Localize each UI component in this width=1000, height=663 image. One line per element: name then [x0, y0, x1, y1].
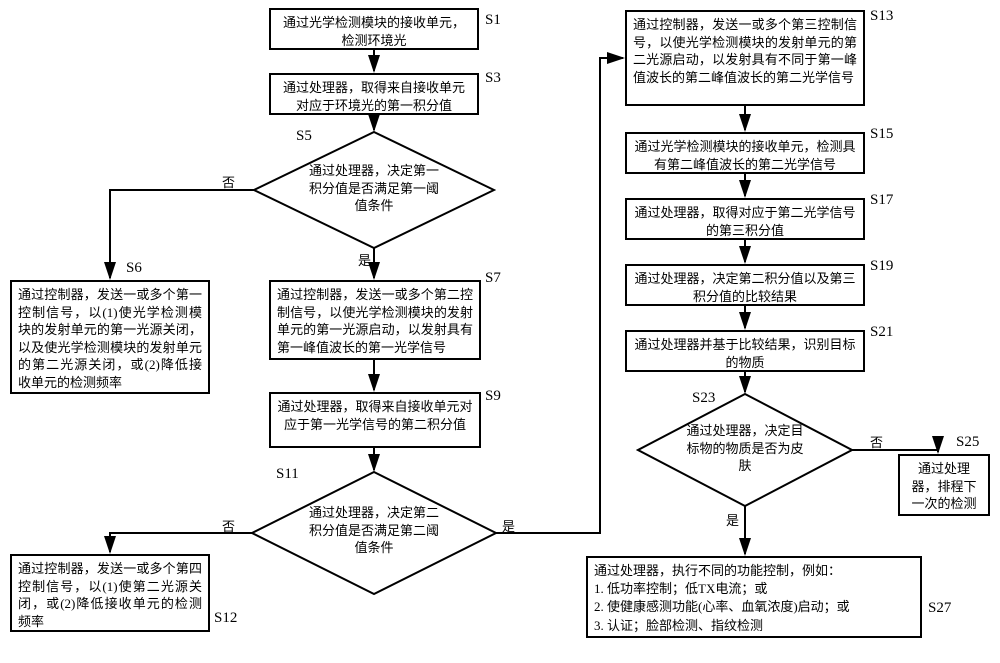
step-label-s27: S27	[928, 600, 951, 617]
decision-box-s23: 通过处理器，决定目标物的物质是否为皮肤	[636, 392, 854, 508]
decision-box-s11: 通过处理器，决定第二积分值是否满足第二阈值条件	[250, 470, 498, 596]
s17-text: 通过处理器，取得对应于第二光学信号的第三积分值	[634, 205, 855, 238]
s12-text: 通过控制器，发送一或多个第四控制信号，以(1)使第二光源关闭，或(2)降低接收单…	[18, 561, 202, 629]
s23-yes-label: 是	[726, 510, 739, 529]
s5-no-label: 否	[222, 172, 235, 191]
s23-no-label: 否	[870, 432, 883, 451]
s9-text: 通过处理器，取得来自接收单元对应于第一光学信号的第二积分值	[277, 399, 472, 432]
s11-text: 通过处理器，决定第二积分值是否满足第二阈值条件	[309, 505, 439, 555]
s6-text: 通过控制器，发送一或多个第一控制信号，以(1)使光学检测模块的发射单元的第一光源…	[18, 287, 202, 390]
process-box-s3: 通过处理器，取得来自接收单元对应于环境光的第一积分值	[269, 73, 479, 115]
s21-text: 通过处理器并基于比较结果，识别目标的物质	[634, 337, 855, 370]
step-label-s23: S23	[692, 390, 715, 407]
s11-no-label: 否	[222, 516, 235, 535]
process-box-s15: 通过光学检测模块的接收单元，检测具有第二峰值波长的第二光学信号	[625, 132, 865, 174]
process-box-s17: 通过处理器，取得对应于第二光学信号的第三积分值	[625, 198, 865, 240]
step-label-s15: S15	[870, 126, 893, 143]
step-label-s25: S25	[956, 434, 979, 451]
step-label-s13: S13	[870, 8, 893, 25]
step-label-s17: S17	[870, 192, 893, 209]
decision-box-s5: 通过处理器，决定第一积分值是否满足第一阈值条件	[252, 130, 496, 250]
process-box-s9: 通过处理器，取得来自接收单元对应于第一光学信号的第二积分值	[269, 392, 481, 448]
step-label-s11: S11	[276, 466, 299, 483]
process-box-s25: 通过处理器，排程下一次的检测	[898, 454, 990, 516]
s1-text: 通过光学检测模块的接收单元，检测环境光	[283, 15, 465, 48]
s11-yes-label: 是	[502, 516, 515, 535]
s27-item-1: 1. 低功率控制；低TX电流；或	[594, 580, 914, 598]
s5-yes-label: 是	[358, 250, 371, 269]
step-label-s1: S1	[485, 12, 501, 29]
s13-text: 通过控制器，发送一或多个第三控制信号，以使光学检测模块的发射单元的第二光源启动，…	[633, 17, 857, 85]
process-box-s19: 通过处理器，决定第二积分值以及第三积分值的比较结果	[625, 264, 865, 306]
process-box-s7: 通过控制器，发送一或多个第二控制信号，以使光学检测模块的发射单元的第一光源启动，…	[269, 280, 481, 360]
process-box-s21: 通过处理器并基于比较结果，识别目标的物质	[625, 330, 865, 372]
step-label-s5: S5	[296, 128, 312, 145]
s3-text: 通过处理器，取得来自接收单元对应于环境光的第一积分值	[283, 80, 465, 113]
process-box-s13: 通过控制器，发送一或多个第三控制信号，以使光学检测模块的发射单元的第二光源启动，…	[625, 10, 865, 106]
step-label-s6: S6	[126, 260, 142, 277]
process-box-s6: 通过控制器，发送一或多个第一控制信号，以(1)使光学检测模块的发射单元的第一光源…	[10, 280, 210, 394]
process-box-s12: 通过控制器，发送一或多个第四控制信号，以(1)使第二光源关闭，或(2)降低接收单…	[10, 554, 210, 632]
step-label-s19: S19	[870, 258, 893, 275]
s27-header: 通过处理器，执行不同的功能控制，例如：	[594, 562, 914, 580]
s25-text: 通过处理器，排程下一次的检测	[911, 461, 976, 511]
process-box-s27: 通过处理器，执行不同的功能控制，例如： 1. 低功率控制；低TX电流；或 2. …	[586, 556, 922, 638]
s7-text: 通过控制器，发送一或多个第二控制信号，以使光学检测模块的发射单元的第一光源启动，…	[277, 287, 473, 355]
step-label-s3: S3	[485, 70, 501, 87]
s19-text: 通过处理器，决定第二积分值以及第三积分值的比较结果	[634, 271, 855, 304]
step-label-s12: S12	[214, 610, 237, 627]
step-label-s21: S21	[870, 324, 893, 341]
step-label-s9: S9	[485, 388, 501, 405]
s27-item-2: 2. 使健康感测功能(心率、血氧浓度)启动；或	[594, 598, 914, 616]
step-label-s7: S7	[485, 270, 501, 287]
s5-text: 通过处理器，决定第一积分值是否满足第一阈值条件	[309, 163, 439, 213]
s27-item-3: 3. 认证；脸部检测、指纹检测	[594, 617, 914, 635]
s15-text: 通过光学检测模块的接收单元，检测具有第二峰值波长的第二光学信号	[634, 139, 855, 172]
process-box-s1: 通过光学检测模块的接收单元，检测环境光	[269, 8, 479, 50]
s23-text: 通过处理器，决定目标物的物质是否为皮肤	[686, 423, 803, 473]
